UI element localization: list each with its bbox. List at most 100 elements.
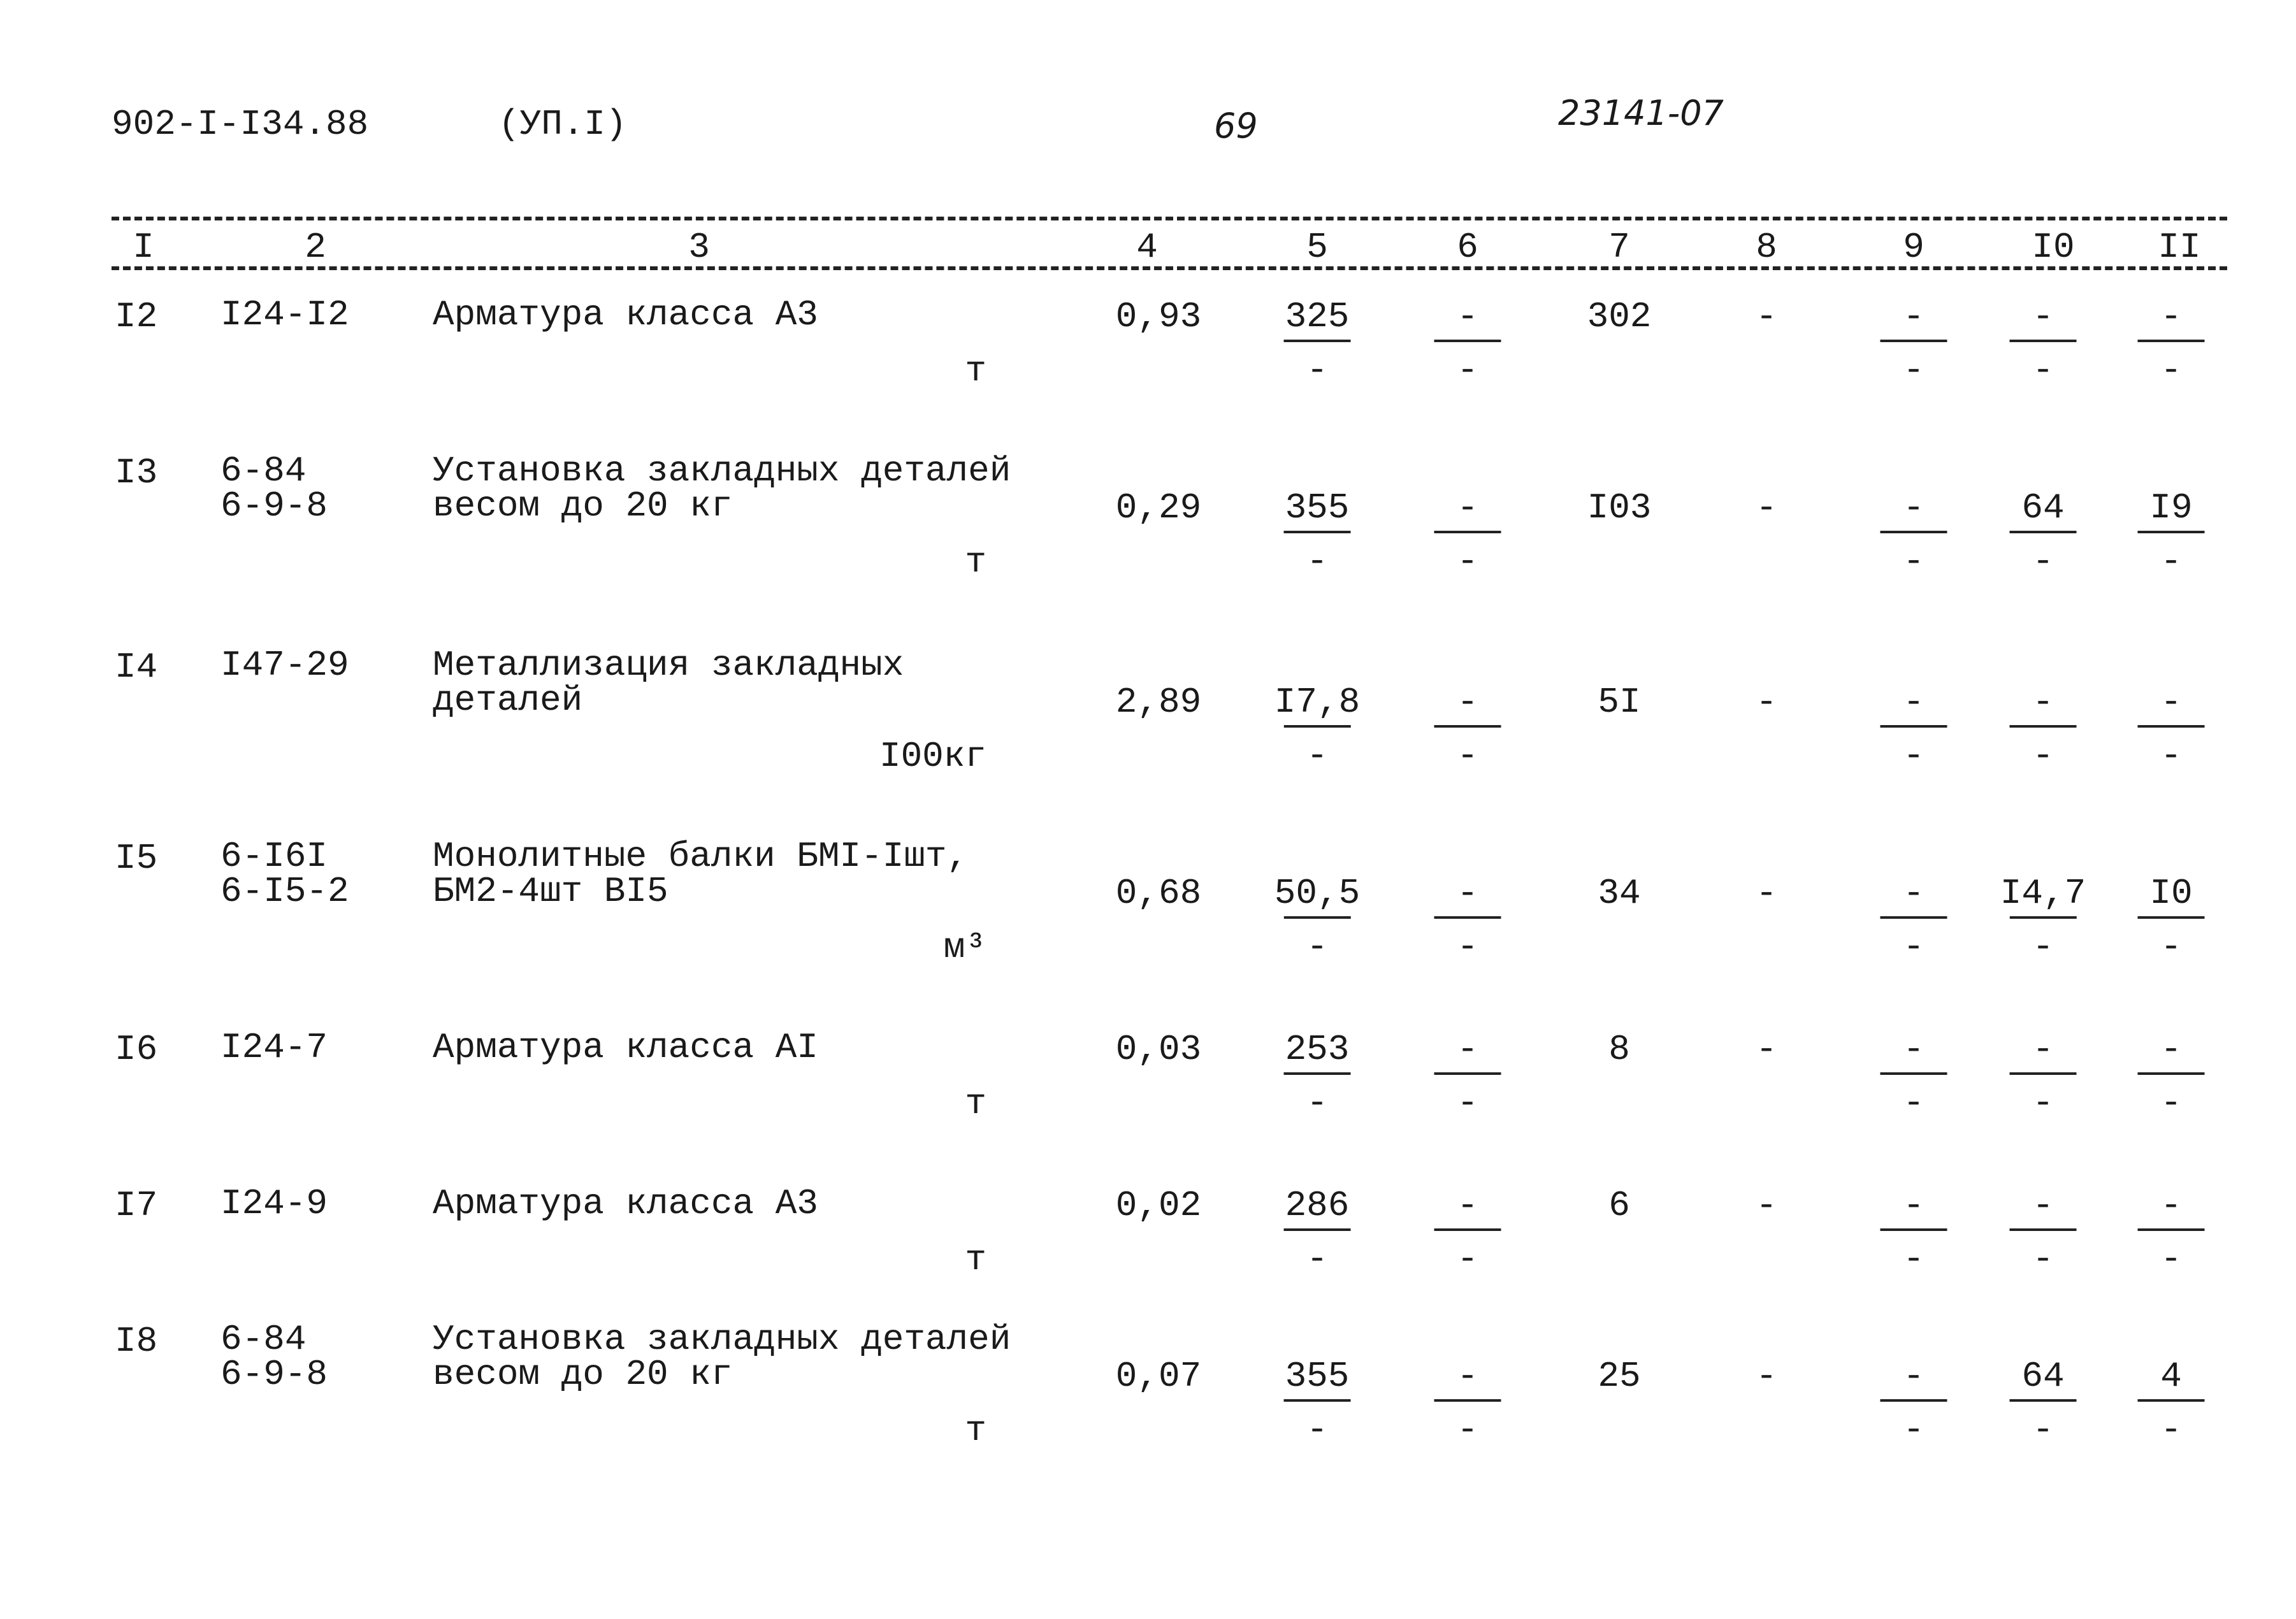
unit-of-measure: т [965,1083,986,1124]
work-description: Установка закладных деталей весом до 20 к… [433,1321,1011,1395]
value-c7: 34 [1598,873,1641,914]
denominator: - [1306,541,1328,582]
numerator: - [2160,1185,2182,1226]
fraction-line [2137,725,2205,728]
numerator: - [1903,682,1924,723]
denominator: - [1903,1083,1924,1123]
denominator: - [1903,735,1924,776]
numerator: - [1457,1029,1478,1070]
work-description-line: Установка закладных деталей [433,450,1011,491]
denominator: - [1903,541,1924,582]
inventory-number: 23141-07 [1558,93,1724,133]
fraction-line [1880,916,1947,919]
work-code: I47-29 [220,645,349,686]
fraction-line [2137,1399,2205,1402]
work-description-line: Монолитные балки БМI-Iшт, [433,836,969,877]
value-c6: -- [1434,874,1501,966]
fraction-line [1283,916,1351,919]
fraction-line [1880,1399,1947,1402]
fraction-line [1880,531,1947,533]
denominator: - [2032,1083,2054,1123]
fraction-line [1880,340,1947,342]
denominator: - [1306,350,1328,391]
fraction-line [1283,1399,1351,1402]
fraction-line [1434,1228,1501,1231]
table-row: I3 6-84 6-9-8 Установка закладных деталей ве… [0,453,2296,581]
denominator: - [2032,1409,2054,1450]
denominator: - [2032,350,2054,391]
fraction-line [2009,1072,2077,1075]
denominator: - [1457,1083,1478,1123]
value-c9: -- [1880,1030,1947,1123]
denominator: - [1457,1409,1478,1450]
denominator: - [2160,350,2182,391]
denominator: - [1457,541,1478,582]
fraction-line [1434,725,1501,728]
work-description-line: весом до 20 кг [433,1354,733,1395]
numerator: - [1457,873,1478,914]
table-row: I7 I24-9 Арматура класса А3 т 0,02 286- - -6- - -… [0,1183,2296,1279]
numerator: - [1903,296,1924,337]
value-c9: -- [1880,489,1947,582]
numerator: - [2160,1029,2182,1070]
value-c9: -- [1880,682,1947,776]
value-c11: 4- [2137,1356,2205,1449]
work-code-line: I24-7 [220,1027,328,1068]
denominator: - [2032,926,2054,967]
value-c10: 64 - [2009,489,2077,580]
value-c10: -- [2009,682,2077,775]
fraction-line [1880,1072,1947,1075]
row-number: I6 [115,1029,158,1070]
denominator: - [2160,1239,2182,1279]
work-description-line: деталей [433,680,583,721]
work-code-line: I47-29 [220,645,349,686]
row-number: I5 [115,838,158,879]
unit-of-measure: м³ [943,927,986,968]
value-c6: -- [1434,489,1501,580]
denominator: - [1903,350,1924,391]
numerator: - [1903,1185,1924,1226]
denominator: - [1903,926,1924,967]
value-c11: I9 - [2137,489,2205,580]
numerator: - [2032,682,2054,723]
fraction-line [1880,725,1947,728]
numerator: - [1457,1185,1478,1226]
column-header-8: 8 [1756,227,1777,268]
numerator: - [1457,296,1478,337]
work-description: Арматура класса А3 [433,1186,818,1221]
fraction-line [1283,1072,1351,1075]
fraction-line [2009,916,2077,919]
value-c11: -- [2137,683,2205,775]
fraction-line [2137,1072,2205,1075]
numerator: 4 [2160,1356,2182,1397]
work-code: 6-I6I 6-I5-2 [220,838,349,909]
work-code-line: I24-9 [220,1183,328,1224]
denominator: - [1457,350,1478,391]
column-header-2: 2 [305,227,326,268]
value-c5: 253 - [1283,1030,1351,1122]
value-c7: 8 [1608,1029,1630,1070]
unit-of-measure: I00кг [879,736,986,777]
work-description-line: Металлизация закладных [433,645,904,686]
denominator: - [2032,1239,2054,1279]
value-c10: -- [2009,298,2077,391]
denominator: - [1903,1239,1924,1279]
value-c10: 64 - [2009,1357,2077,1450]
fraction-line [1283,725,1351,728]
numerator: - [2032,1185,2054,1226]
value-c6: -- [1434,298,1501,389]
numerator: 355 [1285,487,1350,528]
work-code-line: 6-9-8 [220,1354,328,1395]
work-code-line: 6-9-8 [220,486,328,526]
header-top-dashed-rule [112,217,2227,220]
work-code-line: 6-84 [220,450,307,491]
work-description-line: Арматура класса А3 [433,294,818,335]
work-code-line: 6-84 [220,1319,307,1360]
row-number: I7 [115,1185,158,1226]
numerator: I7,8 [1274,682,1361,723]
denominator: - [2160,1083,2182,1123]
fraction-line [1434,531,1501,533]
unit-of-measure: т [965,350,986,391]
value-c4: 0,29 [1115,487,1202,528]
numerator: 50,5 [1274,873,1361,914]
